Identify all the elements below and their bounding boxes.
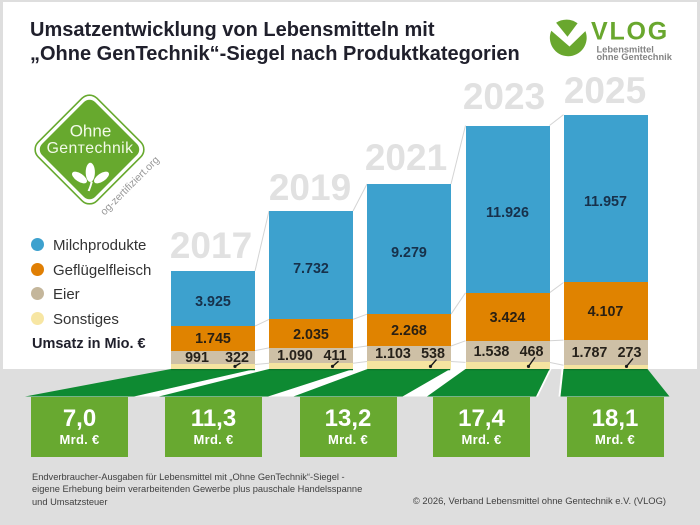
svg-text:VLOG: VLOG [591,18,669,46]
svg-text:ohne Gentechnik: ohne Gentechnik [597,52,673,62]
svg-text:Genтechnik: Genтechnik [47,140,134,157]
svg-text:Lebensmittel: Lebensmittel [597,44,654,54]
svg-text:Ohne: Ohne [70,122,112,141]
